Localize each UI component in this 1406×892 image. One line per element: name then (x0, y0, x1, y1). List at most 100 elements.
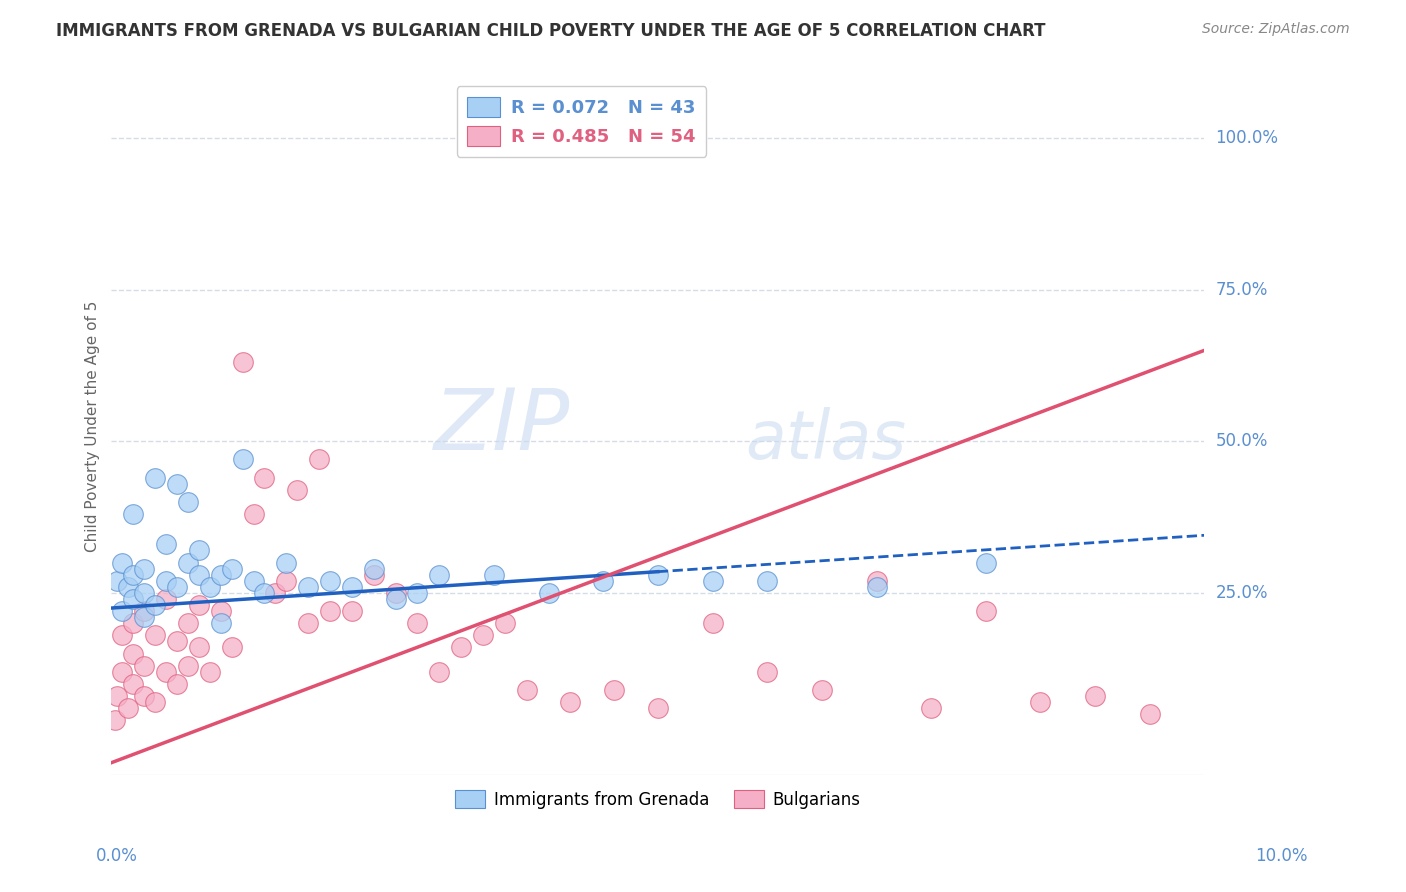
Point (756, 665, 779, 679)
Point (187, 598, 209, 612)
Point (177, 556, 200, 570)
Text: ZIP: ZIP (434, 384, 571, 467)
Point (276, 556, 298, 570)
Point (155, 574, 177, 588)
Point (756, 574, 779, 588)
Point (209, 616, 232, 631)
Point (297, 580, 319, 594)
Point (1084, 689, 1107, 703)
Point (297, 616, 319, 631)
Point (647, 701, 669, 715)
Text: IMMIGRANTS FROM GRENADA VS BULGARIAN CHILD POVERTY UNDER THE AGE OF 5 CORRELATIO: IMMIGRANTS FROM GRENADA VS BULGARIAN CHI… (56, 22, 1046, 40)
Text: 0.0%: 0.0% (96, 847, 138, 865)
Text: 100.0%: 100.0% (1216, 129, 1278, 147)
Point (134, 610, 156, 624)
Point (143, 598, 166, 612)
Point (406, 616, 429, 631)
Point (253, 471, 276, 485)
Point (111, 665, 134, 679)
Text: 10.0%: 10.0% (1256, 847, 1308, 865)
Point (232, 355, 254, 369)
Legend: Immigrants from Grenada, Bulgarians: Immigrants from Grenada, Bulgarians (449, 784, 868, 815)
Point (811, 682, 834, 697)
Point (242, 507, 264, 521)
Point (155, 591, 177, 606)
Point (308, 452, 330, 467)
Point (134, 689, 156, 703)
Point (198, 665, 221, 679)
Point (560, 695, 582, 709)
Point (592, 574, 614, 588)
Y-axis label: Child Poverty Under the Age of 5: Child Poverty Under the Age of 5 (86, 301, 100, 552)
Point (143, 471, 166, 485)
Point (537, 586, 560, 600)
Point (143, 695, 166, 709)
Point (363, 561, 385, 575)
Point (122, 567, 145, 582)
Point (406, 586, 429, 600)
Point (221, 640, 243, 655)
Point (221, 561, 243, 575)
Point (209, 567, 232, 582)
Point (117, 580, 139, 594)
Text: 25.0%: 25.0% (1216, 584, 1268, 602)
Point (472, 628, 495, 642)
Point (134, 561, 156, 575)
Text: 50.0%: 50.0% (1216, 433, 1268, 450)
Point (276, 574, 298, 588)
Point (166, 634, 188, 648)
Point (516, 682, 538, 697)
Point (143, 628, 166, 642)
Point (166, 580, 188, 594)
Point (340, 604, 363, 618)
Point (603, 682, 626, 697)
Text: atlas: atlas (745, 407, 907, 473)
Text: Source: ZipAtlas.com: Source: ZipAtlas.com (1202, 22, 1350, 37)
Point (482, 567, 505, 582)
Point (974, 604, 997, 618)
Point (134, 586, 156, 600)
Point (187, 567, 209, 582)
Point (187, 640, 209, 655)
Point (865, 580, 887, 594)
Point (647, 567, 669, 582)
Point (134, 658, 156, 673)
Point (450, 640, 472, 655)
Point (155, 665, 177, 679)
Point (177, 616, 200, 631)
Point (427, 665, 450, 679)
Point (494, 616, 516, 631)
Point (209, 604, 232, 618)
Point (285, 483, 308, 497)
Point (198, 580, 221, 594)
Point (187, 543, 209, 558)
Point (920, 701, 942, 715)
Point (702, 616, 724, 631)
Point (427, 567, 450, 582)
Point (177, 658, 200, 673)
Point (122, 507, 145, 521)
Point (166, 476, 188, 491)
Point (111, 628, 134, 642)
Point (363, 567, 385, 582)
Point (134, 604, 156, 618)
Point (104, 713, 127, 727)
Point (384, 591, 406, 606)
Point (122, 677, 145, 691)
Point (117, 701, 139, 715)
Point (122, 616, 145, 631)
Point (122, 591, 145, 606)
Text: 75.0%: 75.0% (1216, 281, 1268, 299)
Point (974, 556, 997, 570)
Point (319, 604, 342, 618)
Point (111, 556, 134, 570)
Point (1139, 707, 1161, 722)
Point (340, 580, 363, 594)
Point (242, 574, 264, 588)
Point (111, 604, 134, 618)
Point (105, 689, 128, 703)
Point (702, 574, 724, 588)
Point (253, 586, 276, 600)
Point (865, 574, 887, 588)
Point (122, 647, 145, 661)
